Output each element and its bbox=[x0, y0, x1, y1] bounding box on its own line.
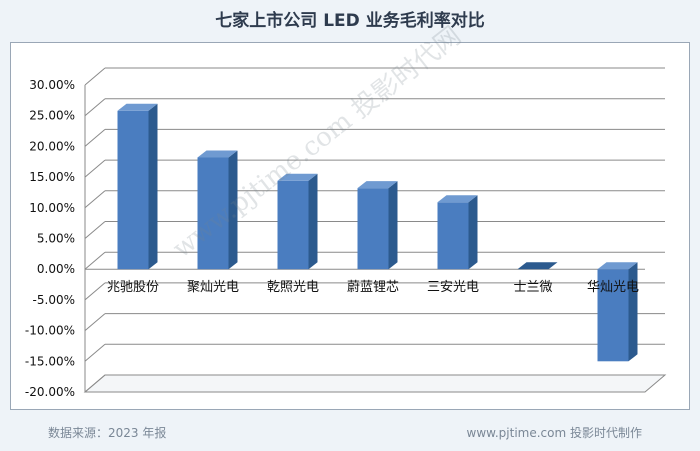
bar bbox=[437, 195, 478, 270]
source-note: 数据来源：2023 年报 bbox=[48, 426, 167, 440]
category-label: 蔚蓝锂芯 bbox=[347, 280, 399, 295]
bars bbox=[117, 103, 638, 362]
bar-side bbox=[228, 150, 238, 270]
bar-front bbox=[597, 269, 629, 362]
category-label: 华灿光电 bbox=[587, 280, 639, 295]
bar-top bbox=[357, 181, 398, 189]
gridline-diagonal bbox=[84, 313, 106, 331]
category-label: 聚灿光电 bbox=[187, 280, 239, 295]
bar bbox=[117, 103, 158, 270]
category-label: 士兰微 bbox=[513, 280, 552, 295]
bar bbox=[277, 173, 318, 270]
category-label: 三安光电 bbox=[427, 280, 479, 295]
bar-side bbox=[308, 173, 318, 270]
gridline-diagonal bbox=[84, 221, 106, 239]
gridline-diagonal bbox=[84, 282, 106, 301]
y-tick-label: 15.00% bbox=[29, 170, 75, 184]
y-tick-label: -15.00% bbox=[25, 354, 75, 368]
chart-floor bbox=[83, 374, 667, 393]
bar bbox=[357, 181, 398, 270]
bar-front bbox=[117, 110, 149, 270]
gridline-diagonal bbox=[84, 129, 106, 147]
category-label: 乾照光电 bbox=[267, 280, 319, 295]
bar-top bbox=[277, 173, 318, 181]
category-label: 兆驰股份 bbox=[107, 280, 159, 295]
y-tick-label: 25.00% bbox=[29, 109, 75, 123]
chart-title: 七家上市公司 LED 业务毛利率对比 bbox=[215, 11, 485, 31]
bar-flat bbox=[517, 262, 558, 270]
y-tick-labels: 30.00% 25.00% 20.00% 15.00% 10.00% 5.00% 0.00%… bbox=[25, 78, 75, 399]
bar-top bbox=[597, 262, 638, 270]
y-tick-label: -20.00% bbox=[25, 385, 75, 399]
y-tick-label: 5.00% bbox=[37, 232, 75, 246]
bar-top bbox=[117, 103, 158, 111]
bar-side bbox=[468, 195, 478, 270]
gridline-diagonal bbox=[84, 343, 106, 362]
gridline-diagonal bbox=[84, 374, 106, 393]
bar bbox=[597, 262, 638, 362]
bar-front bbox=[357, 188, 389, 270]
gridline-diagonal bbox=[84, 98, 106, 117]
bar-front bbox=[197, 157, 229, 270]
gridline-diagonal bbox=[84, 190, 106, 209]
gridline-diagonal bbox=[84, 251, 106, 270]
y-tick-label: 0.00% bbox=[37, 262, 75, 276]
bar-front bbox=[437, 202, 469, 270]
y-tick-label: -10.00% bbox=[25, 324, 75, 338]
y-tick-label: 10.00% bbox=[29, 201, 75, 215]
credit-text: www.pjtime.com 投影时代制作 bbox=[466, 426, 642, 440]
bar-top bbox=[437, 195, 478, 203]
y-tick-label: -5.00% bbox=[33, 293, 75, 307]
bar bbox=[197, 150, 238, 270]
category-labels: 兆驰股份 聚灿光电 乾照光电 蔚蓝锂芯 三安光电 士兰微 华灿光电 bbox=[107, 280, 639, 295]
gridline-diagonal bbox=[84, 159, 106, 178]
bar bbox=[517, 262, 558, 270]
gridline-diagonal bbox=[84, 67, 106, 86]
bar-front bbox=[277, 180, 309, 270]
y-tick-label: 30.00% bbox=[29, 78, 75, 92]
bar-top bbox=[197, 150, 238, 158]
bar-side bbox=[388, 181, 398, 270]
bar-side bbox=[148, 103, 158, 270]
y-tick-label: 20.00% bbox=[29, 139, 75, 153]
bar-side bbox=[628, 262, 638, 362]
